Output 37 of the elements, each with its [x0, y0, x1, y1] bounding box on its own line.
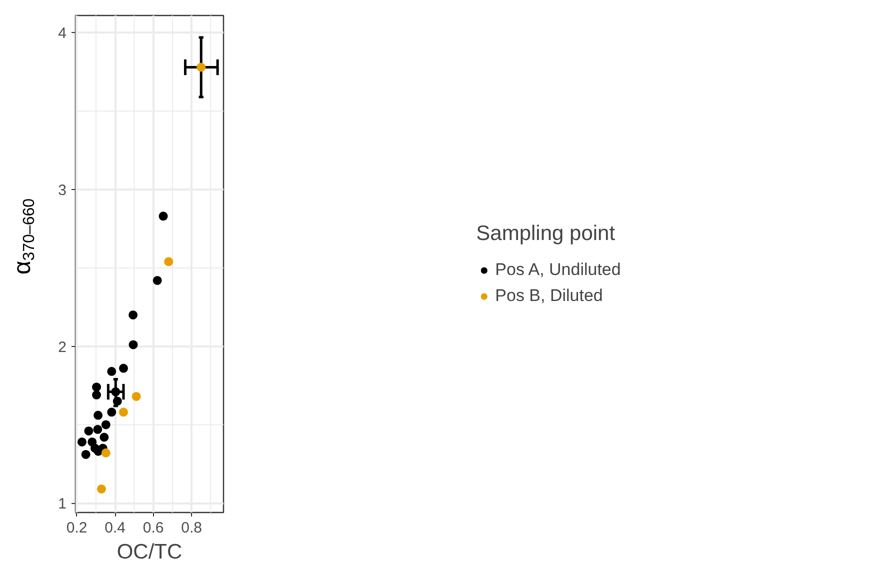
point [196, 62, 206, 72]
y-axis-title: α370–660 [9, 198, 38, 275]
y-tick-label: 1 [58, 496, 66, 513]
legend-title: Sampling point [476, 222, 616, 246]
point [94, 410, 103, 420]
point [100, 432, 109, 442]
point [93, 424, 102, 434]
x-tick-label: 0.4 [104, 520, 126, 536]
point [107, 366, 116, 376]
point [164, 257, 174, 266]
x-axis-title: OC/TC [116, 540, 182, 564]
point [132, 392, 141, 401]
point [78, 437, 86, 446]
point [84, 426, 94, 436]
x-tick-label: 0.6 [142, 520, 164, 536]
point [118, 364, 128, 373]
y-tick-label: 2 [58, 338, 66, 356]
point [112, 396, 122, 406]
point [92, 390, 102, 400]
legend-label: Pos B, Diluted [495, 286, 603, 306]
point [92, 382, 102, 392]
point [128, 310, 138, 320]
point [111, 387, 120, 396]
point [158, 212, 168, 221]
x-tick-label: 0.2 [66, 520, 88, 536]
point [101, 420, 110, 430]
legend-label: Pos A, Undiluted [495, 260, 621, 280]
point [152, 276, 162, 285]
point [97, 484, 106, 494]
x-tick-label: 0.8 [181, 520, 202, 536]
point [81, 450, 90, 459]
point [101, 448, 110, 458]
point [128, 340, 138, 350]
point [118, 408, 128, 417]
y-tick-label: 3 [58, 182, 66, 200]
point [107, 408, 116, 417]
y-tick-label: 4 [58, 25, 66, 42]
